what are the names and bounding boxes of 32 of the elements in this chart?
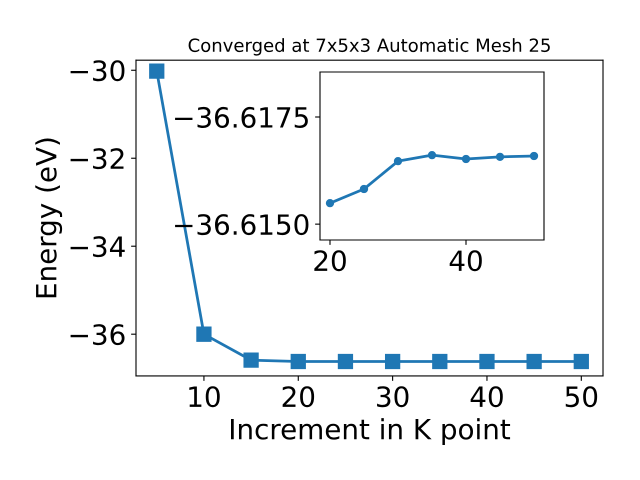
point [530,152,538,160]
x-tick-label: 30 [377,386,408,408]
point [360,184,368,194]
point [462,154,470,164]
y-tick-label: −32 [70,148,124,170]
y-tick-label: −34 [70,236,125,258]
y-tick-label: −36.6175 [175,106,308,128]
point [428,150,436,160]
x-axis-title: Increment in K point [230,418,510,446]
y-tick-label: −30 [70,60,124,82]
x-tick-label: 40 [450,250,482,272]
point [432,354,448,370]
x-tick-label: 20 [314,250,346,272]
y-axis-title: Energy (eV) [35,138,62,298]
point [338,354,354,370]
x-tick-label: 50 [566,386,598,408]
point [196,326,212,342]
point [326,198,334,208]
point [290,354,306,370]
point [243,352,259,368]
point [394,156,402,166]
chart-title: Converged at 7x5x3 Automatic Mesh 25 [188,38,550,56]
point [496,152,504,162]
point [479,354,495,370]
point [526,354,542,370]
point [574,354,589,370]
x-tick-label: 20 [282,386,314,408]
y-tick-label: −36 [70,324,125,346]
point [149,63,164,79]
point [384,354,400,370]
x-tick-label: 10 [189,386,220,408]
x-tick-label: 40 [470,386,503,408]
